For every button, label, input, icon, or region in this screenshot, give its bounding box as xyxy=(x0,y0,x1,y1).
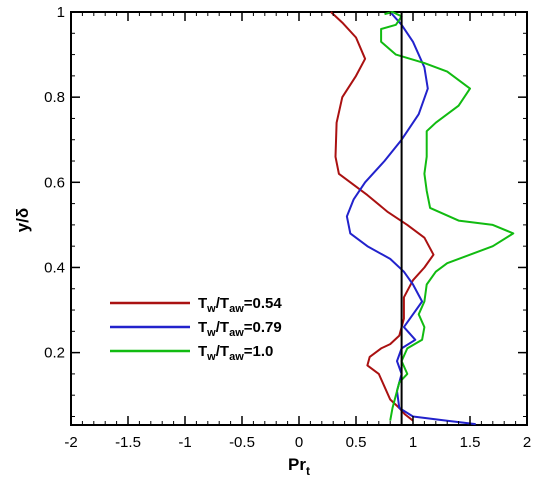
y-tick-label: 0.8 xyxy=(44,89,65,106)
x-axis-ticks: -2 -1.5 -1 -0.5 0 0.5 1 1.5 2 xyxy=(64,12,531,451)
series-line-1 xyxy=(345,11,476,426)
x-tick-label: -0.5 xyxy=(229,434,255,451)
y-axis-ticks: 0.2 0.4 0.6 0.8 1 xyxy=(44,4,527,417)
x-tick-label: -1.5 xyxy=(115,434,141,451)
y-tick-label: 0.6 xyxy=(44,174,65,191)
series-line-2 xyxy=(380,11,515,421)
x-tick-label: 0 xyxy=(295,434,303,451)
y-tick-label: 1 xyxy=(57,4,65,21)
x-tick-label: 2 xyxy=(523,434,531,451)
plot-area xyxy=(70,11,528,426)
legend-label-1: Tw/Taw=0.79 xyxy=(198,319,282,339)
x-tick-label: -1 xyxy=(178,434,191,451)
y-tick-label: 0.2 xyxy=(44,345,65,362)
legend: Tw/Taw=0.54 Tw/Taw=0.79 Tw/Taw=1.0 xyxy=(110,295,282,363)
y-tick-label: 0.4 xyxy=(44,259,65,276)
x-tick-label: 0.5 xyxy=(346,434,367,451)
series-layer xyxy=(330,11,515,426)
x-tick-label: 1.5 xyxy=(460,434,481,451)
legend-label-2: Tw/Taw=1.0 xyxy=(198,343,273,363)
x-axis-title: Prt xyxy=(288,455,310,478)
x-tick-label: 1 xyxy=(409,434,417,451)
plot-frame xyxy=(70,11,528,426)
series-line-0 xyxy=(330,11,435,422)
legend-label-0: Tw/Taw=0.54 xyxy=(198,295,282,315)
y-axis-title: y/δ xyxy=(13,208,32,233)
x-tick-label: -2 xyxy=(64,434,77,451)
